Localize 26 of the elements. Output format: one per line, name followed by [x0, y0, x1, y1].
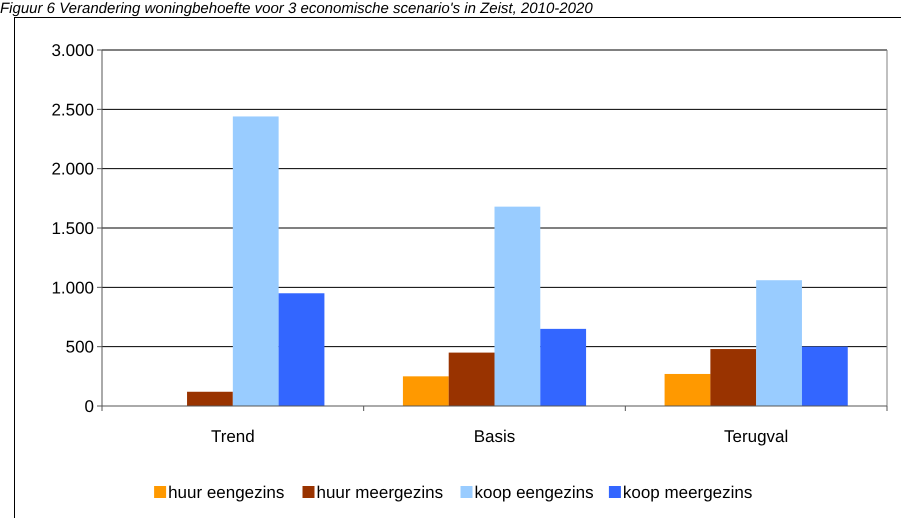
- x-tick-label: Basis: [474, 427, 516, 446]
- bar: [232, 116, 279, 406]
- legend-label: koop eengezins: [474, 482, 594, 502]
- y-tick-label: 1.000: [51, 278, 94, 298]
- bar: [187, 392, 233, 406]
- legend-label: koop meergezins: [622, 482, 752, 502]
- bar: [756, 280, 802, 406]
- x-tick-label: Trend: [210, 427, 255, 446]
- bar: [402, 376, 449, 406]
- y-tick-label: 0: [84, 396, 94, 416]
- legend-label: huur eengezins: [168, 482, 284, 502]
- y-tick-label: 1.500: [51, 218, 94, 238]
- bar: [494, 206, 540, 406]
- bar: [664, 374, 710, 406]
- bar: [802, 346, 848, 406]
- y-tick-label: 3.000: [51, 40, 94, 60]
- y-tick-label: 2.500: [51, 100, 94, 120]
- y-tick-label: 2.000: [51, 160, 94, 179]
- chart-title: Figuur 6 Verandering woningbehoefte voor 3 economische scenario's in Zeist, 2010-2020: [0, 0, 594, 17]
- bar: [710, 349, 756, 406]
- bar: [278, 293, 324, 406]
- y-tick-label: 500: [66, 338, 94, 357]
- bar: [448, 352, 494, 406]
- x-tick-label: Terugval: [724, 427, 788, 446]
- bar: [540, 328, 586, 406]
- legend-label: huur meergezins: [316, 482, 444, 502]
